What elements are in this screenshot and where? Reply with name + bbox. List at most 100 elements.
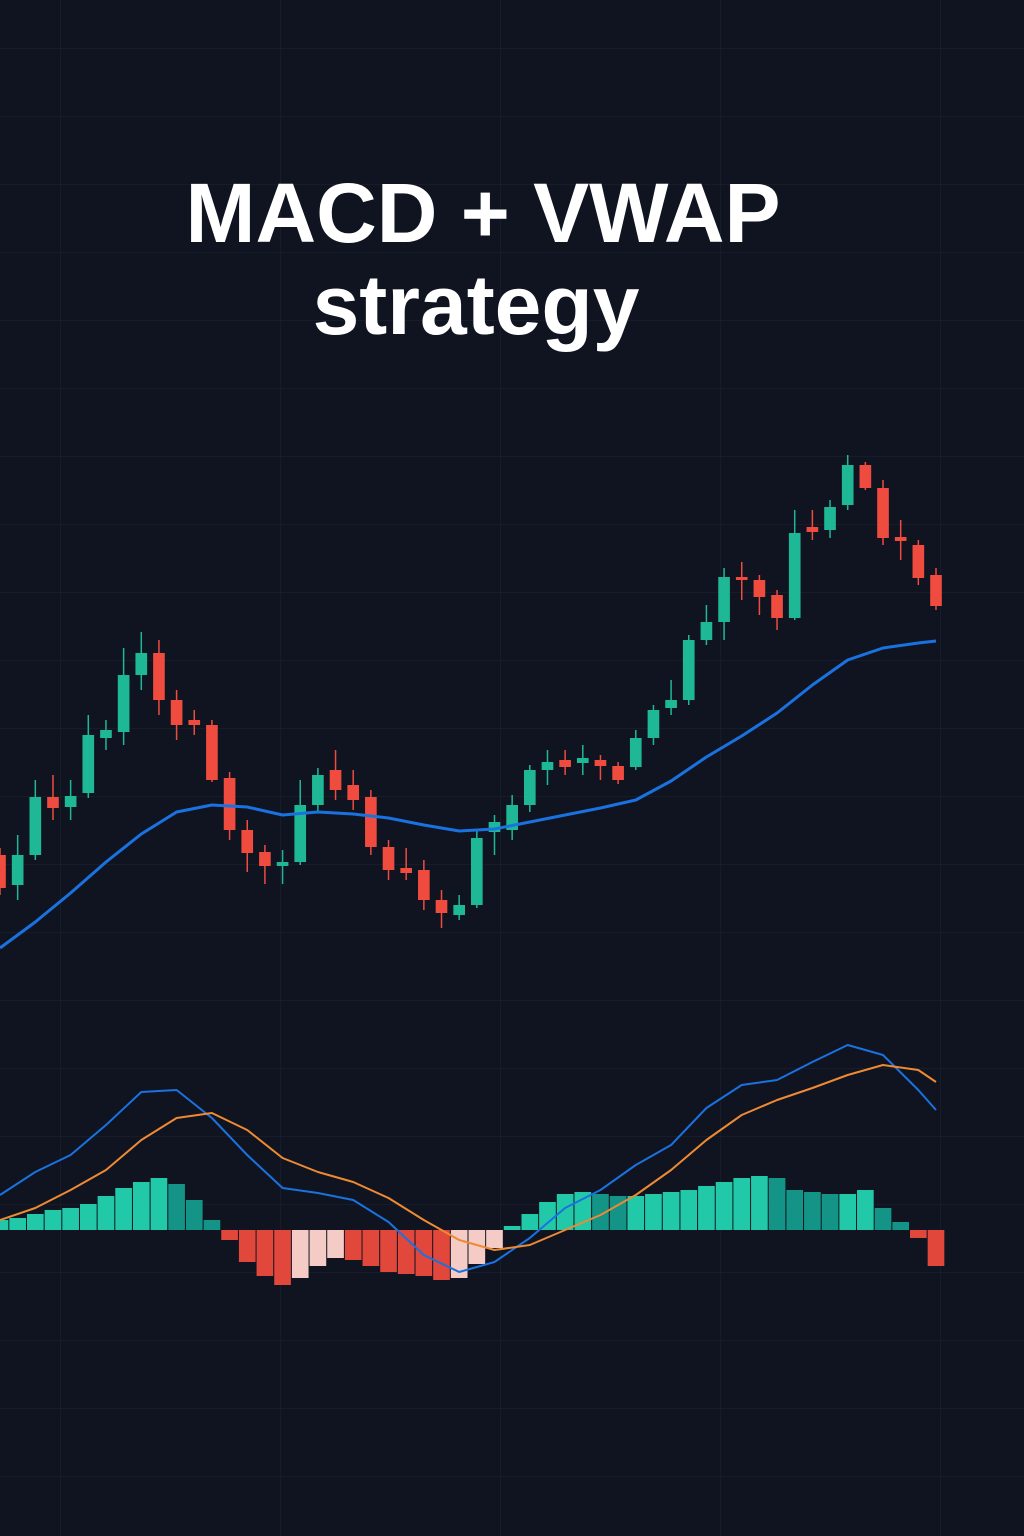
histogram-bar [715,1182,733,1230]
candle-body [135,653,148,675]
candle-body [453,905,465,915]
histogram-bar [132,1182,150,1230]
histogram-bar [150,1178,168,1230]
histogram-bar [892,1222,910,1230]
histogram-bar [698,1186,715,1230]
histogram-bar [397,1230,415,1274]
title-line: MACD + VWAP [185,166,780,260]
histogram-bar [486,1230,503,1248]
histogram-bar [521,1214,539,1230]
candle-body [223,778,236,830]
histogram-bar [821,1194,839,1230]
candle-body [806,527,819,532]
candle-body [912,545,925,578]
candle-body [824,507,836,530]
histogram-bar [9,1218,26,1230]
candle-body [206,725,218,780]
candle-body [559,760,571,767]
histogram-bar [415,1230,433,1276]
histogram-bar [503,1226,521,1230]
candle-body [841,465,854,505]
candle-body [259,852,271,866]
candle-body [682,640,695,700]
histogram-bar [733,1178,751,1230]
histogram-bar [556,1194,574,1230]
histogram-bar [274,1230,291,1285]
histogram-bar [874,1208,892,1230]
line [0,1064,937,1251]
histogram-bar [910,1230,927,1238]
histogram-bar [857,1190,874,1230]
candle-body [541,762,554,770]
candle-body [241,830,254,853]
candle-body [576,758,589,763]
candle-body [365,797,377,847]
candle-body [117,675,130,732]
candle-body [64,796,77,807]
histogram-bar [291,1230,309,1278]
candle-body [488,822,501,832]
candle-body [188,720,201,725]
candle-body [771,595,783,618]
candle-body [435,900,448,913]
histogram-bar [362,1230,380,1266]
candle-body [312,775,324,805]
candle-body [523,770,536,805]
histogram-bar [751,1176,768,1230]
candle-body [418,870,430,900]
candle-body [347,785,360,800]
histogram-bar [592,1194,609,1230]
candle-body [329,770,342,790]
candle-body [276,862,289,866]
candle-body [506,805,518,830]
title-line: strategy [313,258,640,352]
histogram-bar [344,1230,362,1260]
candle-body [859,465,872,488]
histogram-bar [468,1230,486,1264]
histogram-bar [168,1184,185,1230]
histogram-bar [185,1200,203,1230]
histogram-bar [256,1230,274,1276]
candle-body [612,766,624,780]
candle-body [753,580,766,597]
candle-body [170,700,183,725]
candle-body [11,855,24,885]
histogram-bar [327,1230,344,1258]
histogram-bar [44,1210,62,1230]
histogram-bar [662,1192,680,1230]
line [0,1044,937,1273]
histogram-bar [927,1230,945,1266]
candle-body [718,577,730,622]
candle-body [894,537,907,541]
candle-body [153,653,165,700]
histogram-bar [221,1230,238,1240]
histogram-bar [0,1220,9,1230]
histogram-bar [645,1194,662,1230]
candle-body [594,760,607,766]
histogram-bar [609,1196,627,1230]
candle-body [100,730,112,738]
candle-body [647,710,660,738]
histogram-bar [26,1214,44,1230]
histogram-bar [97,1196,115,1230]
histogram-bar [79,1204,97,1230]
candle-body [629,738,642,767]
candle-body [665,700,677,708]
candle-body [0,855,6,888]
histogram-bar [786,1190,804,1230]
histogram-bar [115,1188,132,1230]
line [0,639,937,950]
candle-body [700,622,713,640]
candle-body [400,868,413,873]
plot-area [0,455,945,1285]
candle-body [29,797,42,855]
histogram-bar [433,1230,450,1280]
histogram-bar [804,1192,821,1230]
candle-body [930,575,942,606]
candle-body [47,797,59,808]
histogram-bar [380,1230,397,1272]
candle-body [382,847,395,870]
histogram-bar [539,1202,556,1230]
